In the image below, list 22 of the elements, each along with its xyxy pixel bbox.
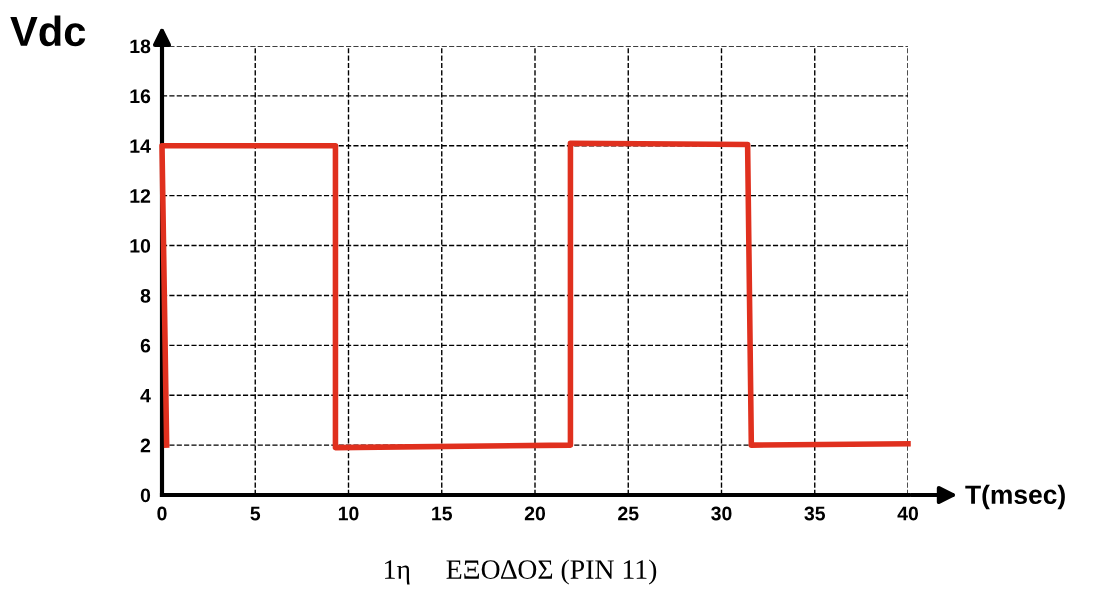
y-tick-label: 14 bbox=[130, 139, 151, 153]
x-tick-label: 25 bbox=[618, 506, 639, 521]
x-axis-title: T(msec) bbox=[965, 484, 1065, 510]
text: 1η ΕΞΟΔΟΣ (PIN 11) bbox=[385, 559, 657, 585]
x-tick-label: 5 bbox=[250, 506, 261, 521]
y-tick-label: 18 bbox=[130, 39, 151, 54]
y-tick-label: 4 bbox=[140, 388, 151, 403]
x-tick-label: 0 bbox=[157, 506, 167, 521]
x-tick-label: 20 bbox=[524, 506, 546, 521]
y-tick-label: 2 bbox=[140, 438, 151, 453]
y-tick-label: 10 bbox=[130, 239, 151, 253]
x-tick-label: 15 bbox=[432, 506, 453, 521]
y-tick-label: 16 bbox=[130, 89, 151, 104]
x-tick-label: 10 bbox=[338, 506, 359, 521]
y-tick-label: 12 bbox=[130, 189, 151, 203]
y-axis-title: Vdc bbox=[10, 15, 86, 47]
y-tick-label: 6 bbox=[140, 338, 151, 353]
y-tick-label: 8 bbox=[140, 288, 151, 303]
x-tick-label: 35 bbox=[804, 506, 826, 521]
y-tick-label: 0 bbox=[140, 488, 151, 503]
x-tick-label: 40 bbox=[897, 506, 919, 521]
x-tick-label: 30 bbox=[711, 506, 732, 521]
